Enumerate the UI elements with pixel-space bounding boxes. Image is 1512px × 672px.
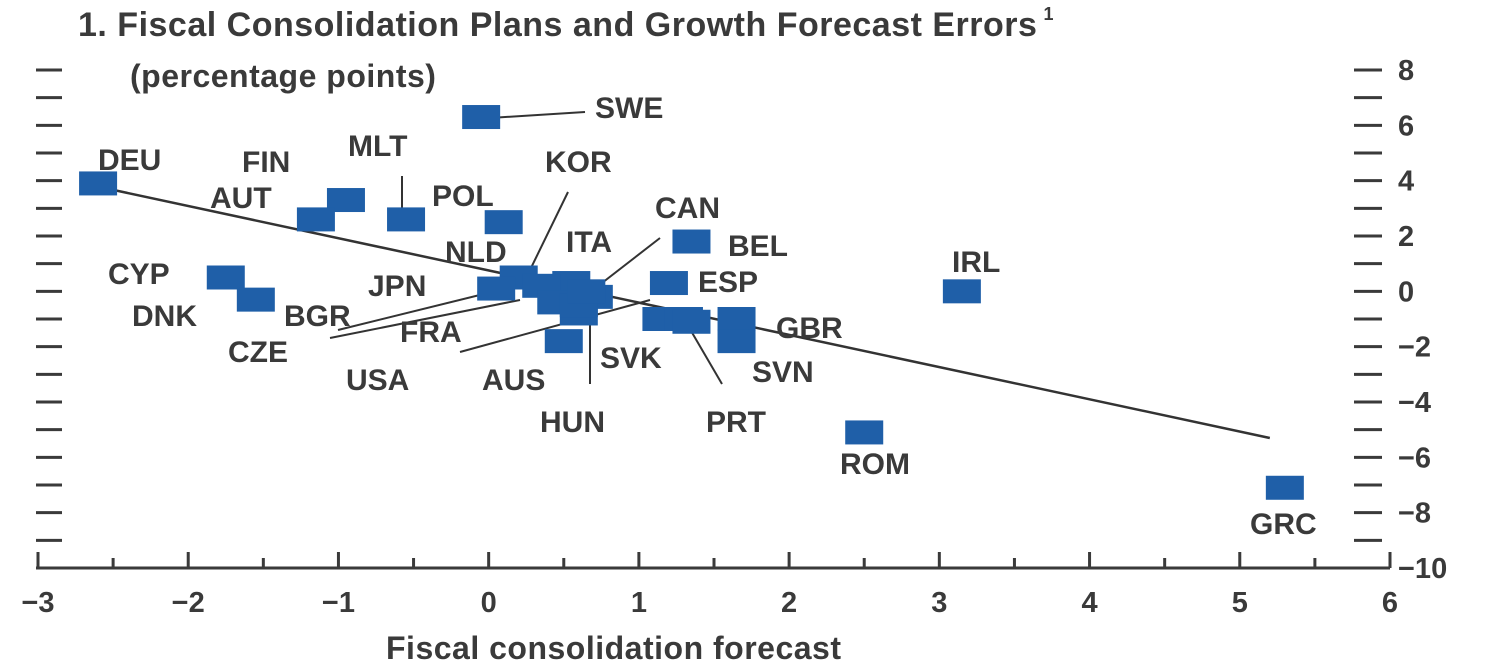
point-label-nld: NLD bbox=[445, 236, 507, 269]
point-label-prt: PRT bbox=[706, 406, 766, 439]
x-tick-label: −3 bbox=[21, 587, 54, 619]
x-tick-label: 6 bbox=[1382, 587, 1398, 619]
point-label-fin: FIN bbox=[242, 146, 290, 179]
point-usa bbox=[544, 329, 583, 354]
x-tick-label: 4 bbox=[1081, 587, 1097, 619]
point-bel bbox=[649, 271, 688, 296]
x-tick-label: 2 bbox=[781, 587, 797, 619]
point-rom bbox=[845, 420, 884, 445]
chart-title: 1. Fiscal Consolidation Plans and Growth… bbox=[78, 4, 1054, 44]
point-deu bbox=[79, 171, 118, 196]
point-label-fra: FRA bbox=[400, 316, 462, 349]
point-jpn bbox=[477, 276, 516, 301]
y-tick-label: 0 bbox=[1398, 276, 1414, 308]
point-irl bbox=[942, 279, 981, 304]
point-label-usa: USA bbox=[346, 364, 409, 397]
point-label-mlt: MLT bbox=[348, 130, 407, 163]
y-tick-label: −10 bbox=[1398, 553, 1447, 585]
point-label-rom: ROM bbox=[840, 448, 910, 481]
y-tick-label: −2 bbox=[1398, 332, 1431, 364]
point-label-dnk: DNK bbox=[132, 300, 197, 333]
point-label-aus: AUS bbox=[482, 364, 545, 397]
x-tick-label: 3 bbox=[931, 587, 947, 619]
point-label-bel: BEL bbox=[728, 230, 788, 263]
y-tick-label: 8 bbox=[1398, 55, 1414, 87]
point-label-cyp: CYP bbox=[108, 258, 170, 291]
point-hun bbox=[567, 279, 606, 304]
point-label-deu: DEU bbox=[98, 144, 161, 177]
x-tick-label: 5 bbox=[1232, 587, 1248, 619]
point-label-pol: POL bbox=[432, 180, 494, 213]
point-label-grc: GRC bbox=[1250, 508, 1317, 541]
leader-line-swe bbox=[489, 111, 586, 119]
y-tick-label: −8 bbox=[1398, 498, 1431, 530]
point-label-bgr: BGR bbox=[284, 300, 351, 333]
point-dnk bbox=[236, 287, 275, 312]
x-tick-label: −2 bbox=[172, 587, 205, 619]
point-pol bbox=[484, 210, 523, 235]
title-footnote: 1 bbox=[1043, 4, 1054, 24]
x-axis-label: Fiscal consolidation forecast bbox=[386, 630, 842, 666]
y-tick-label: 4 bbox=[1398, 166, 1414, 198]
y-tick-label: 2 bbox=[1398, 221, 1414, 253]
point-aut bbox=[296, 207, 335, 232]
point-label-gbr: GBR bbox=[776, 312, 843, 345]
y-tick-label: −6 bbox=[1398, 442, 1431, 474]
x-tick-label: 0 bbox=[481, 587, 497, 619]
point-label-aut: AUT bbox=[210, 182, 272, 215]
leader-line-cze bbox=[329, 299, 521, 339]
point-label-can: CAN bbox=[655, 192, 720, 225]
chart-subtitle: (percentage points) bbox=[130, 58, 437, 94]
point-label-swe: SWE bbox=[595, 92, 663, 125]
point-label-hun: HUN bbox=[540, 406, 605, 439]
point-svn bbox=[672, 309, 711, 334]
point-label-ita: ITA bbox=[566, 226, 612, 259]
point-label-svk: SVK bbox=[600, 342, 662, 375]
y-tick-label: 6 bbox=[1398, 110, 1414, 142]
point-label-cze: CZE bbox=[228, 336, 288, 369]
leader-line-svk bbox=[459, 299, 651, 353]
point-can bbox=[672, 229, 711, 254]
point-label-svn: SVN bbox=[752, 356, 814, 389]
point-prt bbox=[717, 307, 756, 331]
x-tick-label: 1 bbox=[631, 587, 647, 619]
point-swe bbox=[462, 105, 501, 130]
y-tick-label: −4 bbox=[1398, 387, 1431, 419]
point-label-esp: ESP bbox=[698, 266, 758, 299]
point-cyp bbox=[206, 265, 245, 290]
point-mlt bbox=[387, 207, 426, 232]
point-gbr bbox=[717, 329, 756, 354]
point-label-kor: KOR bbox=[545, 146, 612, 179]
leader-line-bgr bbox=[337, 289, 501, 331]
point-label-irl: IRL bbox=[952, 246, 1000, 279]
x-tick-label: −1 bbox=[322, 587, 355, 619]
leader-line-kor bbox=[529, 191, 569, 271]
point-label-jpn: JPN bbox=[368, 270, 426, 303]
point-grc bbox=[1265, 475, 1304, 500]
